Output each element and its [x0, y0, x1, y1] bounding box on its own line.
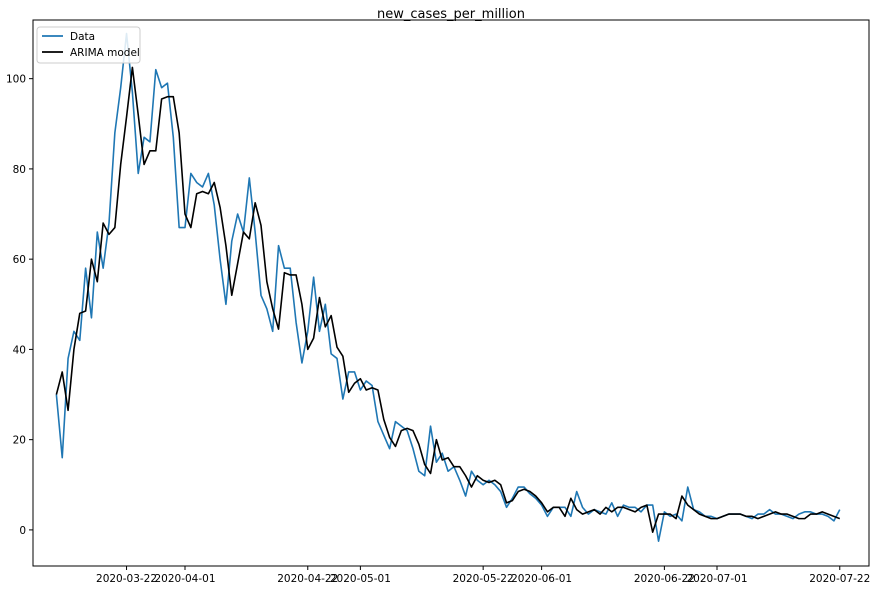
x-tick-label: 2020-04-22: [277, 573, 338, 585]
series-layer: [55, 32, 841, 542]
y-tick-label: 60: [13, 254, 26, 266]
y-tick-label: 80: [13, 164, 26, 176]
y-tick-label: 20: [13, 435, 26, 447]
y-tick-label: 100: [6, 74, 26, 86]
y-tick-label: 0: [19, 525, 26, 537]
x-tick-label: 2020-06-22: [634, 573, 695, 585]
y-axis: 0 20 40 60 80 100: [6, 74, 33, 537]
x-tick-label: 2020-05-01: [330, 573, 391, 585]
x-tick-label: 2020-03-22: [96, 573, 157, 585]
series-line-arima-model: [55, 66, 841, 533]
y-tick-label: 40: [13, 344, 26, 356]
x-tick-label: 2020-06-01: [511, 573, 572, 585]
plot-area-frame: [32, 19, 870, 567]
x-tick-label: 2020-07-22: [809, 573, 870, 585]
legend-label-arima-model: ARIMA model: [70, 47, 140, 59]
legend: Data ARIMA model: [36, 26, 141, 64]
x-tick-label: 2020-05-22: [453, 573, 514, 585]
legend-label-data: Data: [70, 31, 95, 43]
x-tick-label: 2020-04-01: [154, 573, 215, 585]
chart-title: new_cases_per_million: [377, 7, 525, 22]
x-tick-label: 2020-07-01: [686, 573, 747, 585]
series-line-data: [55, 32, 841, 542]
